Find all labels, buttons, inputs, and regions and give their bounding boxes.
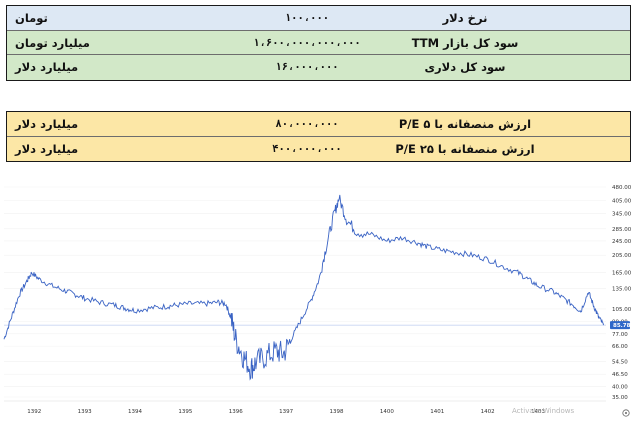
valuation-table: میلیارد دلار ۸۰،۰۰۰،۰۰۰ ارزش منصفانه با … (6, 111, 631, 162)
y-tick-label: 105.00 (612, 307, 632, 313)
table-row: تومان ۱۰۰،۰۰۰ نرخ دلار (7, 6, 630, 31)
table-row: میلیارد دلار ۱۶،۰۰۰،۰۰۰ سود کل دلاری (7, 55, 630, 80)
x-tick-label: 1394 (128, 409, 142, 415)
y-tick-label: 165.00 (612, 271, 632, 277)
y-tick-label: 40.00 (612, 384, 628, 390)
y-tick-label: 205.00 (612, 253, 632, 259)
value-cell: ۸۰،۰۰۰،۰۰۰ (275, 118, 339, 130)
x-tick-label: 1393 (78, 409, 92, 415)
label-cell: نرخ دلار (442, 11, 488, 25)
unit-cell: میلیارد دلار (15, 117, 79, 131)
chart-grid (4, 186, 606, 398)
x-tick-label: 1397 (279, 409, 293, 415)
unit-cell: میلیارد تومان (15, 35, 90, 50)
unit-cell: تومان (15, 11, 48, 25)
table-row: میلیارد دلار ۸۰،۰۰۰،۰۰۰ ارزش منصفانه با … (7, 112, 630, 137)
value-cell: ۱،۶۰۰،۰۰۰،۰۰۰،۰۰۰ (253, 36, 361, 49)
y-tick-label: 54.50 (612, 359, 628, 365)
y-tick-label: 285.00 (612, 227, 632, 233)
x-tick-label: 1401 (430, 409, 444, 415)
label-cell: ارزش منصفانه با P/E ۲۵ (395, 141, 535, 156)
value-cell: ۱۶،۰۰۰،۰۰۰ (275, 61, 339, 73)
y-tick-label: 135.00 (612, 287, 632, 293)
y-tick-label: 35.00 (612, 395, 628, 401)
price-line (3, 194, 604, 381)
y-tick-label: 77.00 (612, 332, 628, 338)
y-tick-label: 46.50 (612, 372, 628, 378)
label-cell: سود کل بازار TTM (411, 35, 519, 50)
x-tick-label: 1400 (380, 409, 394, 415)
y-axis: 480.00 405.00 345.00 285.00 245.00 205.00 165.… (612, 185, 632, 401)
y-tick-label: 480.00 (612, 185, 632, 191)
y-tick-label: 245.00 (612, 239, 632, 245)
x-tick-label: 1396 (229, 409, 243, 415)
y-tick-label: 66.00 (612, 344, 628, 350)
x-tick-label: 1402 (481, 409, 495, 415)
last-value-label: 85.78 (613, 323, 631, 329)
value-cell: ۴۰۰،۰۰۰،۰۰۰ (272, 142, 342, 155)
x-tick-label: 1395 (178, 409, 192, 415)
y-tick-label: 405.00 (612, 199, 632, 205)
price-chart: 1392 1393 1394 1395 1396 1397 1398 1400 1401 1402… (3, 185, 632, 417)
table-row: میلیارد دلار ۴۰۰،۰۰۰،۰۰۰ ارزش منصفانه با… (7, 136, 630, 161)
label-cell: سود کل دلاری (424, 60, 506, 74)
x-tick-label: 1392 (27, 409, 41, 415)
y-tick-label: 345.00 (612, 211, 632, 217)
settings-icon[interactable] (622, 409, 630, 417)
watermark-text: Activate Windows (512, 407, 575, 415)
x-tick-label: 1398 (329, 409, 343, 415)
x-axis: 1392 1393 1394 1395 1396 1397 1398 1400 1401 1402… (4, 400, 606, 415)
label-cell: ارزش منصفانه با P/E ۵ (398, 117, 532, 131)
x-tick-label: 1403 (531, 409, 545, 415)
table-row: میلیارد تومان ۱،۶۰۰،۰۰۰،۰۰۰،۰۰۰ سود کل ب… (7, 30, 630, 55)
last-value-badge: 85.78 (610, 321, 631, 330)
unit-cell: میلیارد دلار (15, 60, 79, 74)
summary-table: تومان ۱۰۰،۰۰۰ نرخ دلار میلیارد تومان ۱،۶… (6, 5, 631, 81)
unit-cell: میلیارد دلار (15, 141, 79, 156)
value-cell: ۱۰۰،۰۰۰ (284, 12, 330, 24)
